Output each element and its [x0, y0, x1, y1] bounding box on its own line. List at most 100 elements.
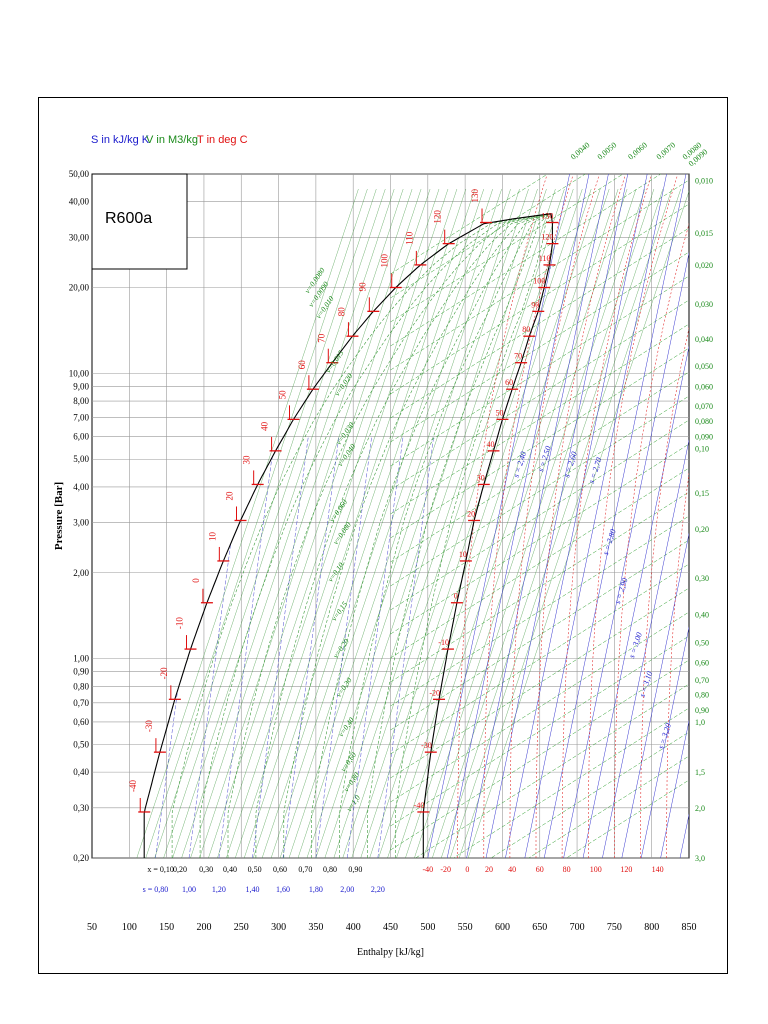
volume-line [405, 188, 628, 858]
entropy-label-bottom: 1,00 [182, 885, 196, 894]
volume-label-right: 0,80 [695, 690, 709, 699]
volume-line-vapor [390, 587, 689, 779]
quality-label: 0,40 [223, 865, 237, 874]
vapor-temp-label: 80 [522, 325, 530, 334]
vapor-temp-label: 70 [514, 352, 522, 361]
entropy-line-vapor [602, 439, 689, 858]
volume-line-vapor [390, 659, 689, 851]
volume-line [217, 188, 440, 858]
volume-line [333, 188, 556, 858]
liquid-temp-label: 20 [225, 491, 235, 501]
volume-line [360, 188, 583, 858]
temperature-label-bottom: 100 [590, 865, 602, 874]
entropy-line-vapor [719, 174, 727, 858]
entropy-line-vapor [679, 813, 689, 858]
volume-label-dome: v=0,20 [331, 637, 351, 660]
y-tick-label: 6,00 [73, 432, 89, 442]
entropy-label-vapor: s = 2,60 [562, 451, 579, 479]
volume-line-vapor [390, 275, 689, 467]
volume-line-vapor [415, 683, 689, 858]
y-tick-label: 0,80 [73, 681, 89, 691]
volume-line-vapor [390, 174, 624, 323]
isotherm-line [561, 176, 652, 858]
quality-line [199, 213, 551, 858]
entropy-label-bottom: 1,20 [212, 885, 226, 894]
volume-label-dome: v=0,030 [334, 420, 356, 446]
isotherm-line [588, 176, 678, 858]
entropy-label-vapor: s = 2,50 [536, 445, 553, 473]
y-tick-label: 10,00 [69, 368, 90, 378]
volume-label-dome: v=1,0 [344, 793, 362, 813]
vapor-temp-label: 40 [486, 440, 494, 449]
x-tick-label: 500 [420, 922, 435, 933]
chart-title: R600a [105, 210, 152, 227]
vapor-temp-label: 50 [495, 408, 503, 417]
legend-t-text: T in deg C [197, 134, 248, 146]
quality-line [367, 213, 552, 858]
volume-line-vapor [390, 491, 689, 683]
volume-label-right: 1,5 [695, 768, 705, 777]
y-tick-label: 4,00 [73, 482, 89, 492]
volume-line-vapor [390, 323, 689, 515]
entropy-label-bottom: 1,80 [309, 885, 323, 894]
volume-line [226, 188, 449, 858]
y-tick-label: 0,60 [73, 717, 89, 727]
entropy-label-vapor: s = 2,40 [511, 451, 528, 479]
volume-label-right: 0,015 [695, 229, 713, 238]
quality-line [283, 213, 551, 858]
volume-line [235, 188, 458, 858]
entropy-label-vapor: s = 3,00 [627, 631, 644, 659]
liquid-temp-label: 80 [336, 307, 346, 317]
entropy-label-vapor: s = 2,90 [613, 577, 630, 605]
volume-line [154, 188, 377, 858]
liquid-temp-label: -20 [159, 667, 169, 679]
volume-line-vapor [390, 539, 689, 731]
entropy-label-vapor: s = 2,70 [587, 456, 604, 484]
temperature-label-bottom: 0 [465, 865, 469, 874]
entropy-line-vapor [543, 174, 687, 858]
vapor-temp-label: 30 [477, 473, 485, 482]
liquid-temp-label: 120 [433, 210, 443, 224]
liquid-temp-label: 70 [316, 333, 326, 343]
volume-line [190, 188, 413, 858]
volume-line [297, 188, 520, 858]
isotherm-line [509, 176, 599, 858]
volume-line [279, 188, 502, 858]
volume-line-vapor [390, 443, 689, 635]
x-tick-label: 100 [122, 922, 137, 933]
volume-line [369, 188, 592, 858]
volume-line [449, 188, 673, 858]
x-tick-label: 450 [383, 922, 398, 933]
liquid-temp-label: 0 [191, 578, 201, 583]
entropy-label-bottom: 2,00 [340, 885, 354, 894]
quality-label: 0,90 [348, 865, 362, 874]
volume-label-right: 0,030 [695, 300, 713, 309]
volume-label-right: 3,0 [695, 854, 705, 863]
entropy-line-vapor [563, 251, 689, 858]
quality-label: 0,30 [199, 865, 213, 874]
temperature-label-bottom: 60 [536, 865, 544, 874]
volume-line [270, 188, 493, 858]
entropy-line-vapor [699, 174, 727, 858]
vapor-temp-label: -20 [429, 688, 440, 697]
volume-line-vapor [390, 174, 549, 275]
x-tick-label: 300 [271, 922, 286, 933]
x-tick-label: 550 [458, 922, 473, 933]
volume-line [342, 188, 565, 858]
liquid-temp-label: -40 [128, 779, 138, 791]
liquid-temp-label: 10 [207, 531, 217, 541]
y-tick-label: 2,00 [73, 568, 89, 578]
quality-line [171, 213, 551, 858]
y-tick-label: 50,00 [69, 169, 90, 179]
volume-line [181, 188, 404, 858]
liquid-temp-label: 110 [404, 231, 414, 245]
volume-label-top: 0,0060 [626, 140, 649, 161]
liquid-temp-label: 40 [260, 421, 270, 431]
vapor-temp-label: -40 [414, 801, 425, 810]
volume-label-right: 1,0 [695, 718, 705, 727]
entropy-label-vapor: s = 2,80 [601, 528, 618, 556]
volume-line [378, 188, 601, 858]
volume-line [423, 188, 646, 858]
volume-line [467, 190, 689, 858]
volume-label-right: 0,040 [695, 335, 713, 344]
